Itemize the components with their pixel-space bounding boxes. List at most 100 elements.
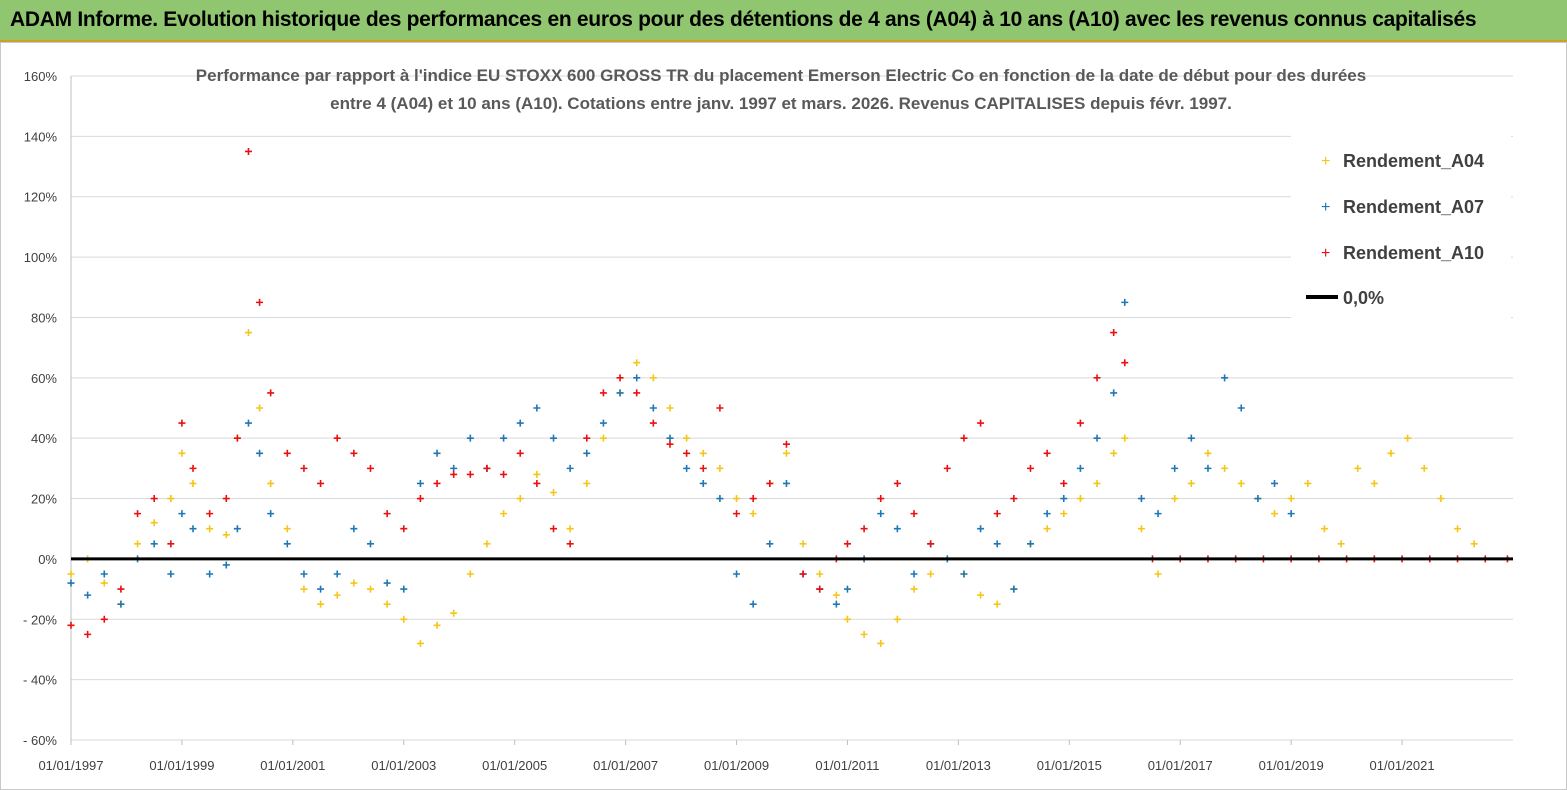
data-point — [1026, 464, 1034, 472]
y-tick-label: 160% — [24, 69, 58, 84]
data-point — [993, 600, 1001, 608]
data-point — [117, 600, 125, 608]
data-point — [910, 585, 918, 593]
data-point — [1237, 404, 1245, 412]
data-point — [960, 570, 968, 578]
data-point — [893, 525, 901, 533]
data-point — [1171, 495, 1179, 503]
y-tick-label: - 60% — [23, 733, 57, 748]
data-point — [134, 540, 142, 548]
data-point — [816, 585, 824, 593]
data-point — [516, 419, 524, 427]
y-tick-label: 20% — [31, 492, 57, 507]
data-point — [927, 570, 935, 578]
performance-scatter-chart: - 60% - 40% - 20% 0% 20% 40% 60% 80% 100% 120% 140… — [23, 66, 1513, 773]
data-point — [333, 570, 341, 578]
data-point — [400, 585, 408, 593]
data-point — [206, 510, 214, 518]
data-point — [416, 639, 424, 647]
data-point — [832, 600, 840, 608]
data-point — [1076, 419, 1084, 427]
data-point — [500, 510, 508, 518]
data-point — [206, 570, 214, 578]
data-point — [683, 434, 691, 442]
data-point — [977, 525, 985, 533]
data-point — [843, 540, 851, 548]
data-point — [267, 510, 275, 518]
data-point — [832, 591, 840, 599]
x-tick-label: 01/01/2021 — [1370, 758, 1435, 773]
x-tick-label: 01/01/2011 — [815, 758, 879, 773]
data-point — [1387, 449, 1395, 457]
data-point — [1454, 525, 1462, 533]
data-point — [67, 621, 75, 629]
data-point — [178, 449, 186, 457]
data-point — [189, 464, 197, 472]
data-point — [1254, 495, 1262, 503]
data-point — [84, 630, 92, 638]
data-point — [1154, 570, 1162, 578]
data-point — [1337, 540, 1345, 548]
data-point — [117, 585, 125, 593]
data-point — [1060, 479, 1068, 487]
data-point — [877, 495, 885, 503]
grid-layer — [71, 75, 1513, 741]
data-point — [466, 570, 474, 578]
data-point — [167, 495, 175, 503]
x-tick-label: 01/01/2015 — [1037, 758, 1102, 773]
data-point — [1043, 449, 1051, 457]
data-point — [400, 615, 408, 623]
data-point — [1110, 329, 1118, 337]
y-tick-label: - 20% — [23, 612, 57, 627]
data-point — [1437, 495, 1445, 503]
data-point — [1137, 525, 1145, 533]
data-point — [533, 404, 541, 412]
data-point — [1420, 464, 1428, 472]
data-point — [366, 585, 374, 593]
data-point — [766, 540, 774, 548]
data-point — [583, 479, 591, 487]
data-point — [749, 495, 757, 503]
data-point — [566, 464, 574, 472]
data-point — [483, 540, 491, 548]
data-point — [366, 464, 374, 472]
chart-title-line-2: entre 4 (A04) et 10 ans (A10). Cotations… — [330, 94, 1232, 113]
data-point — [1304, 479, 1312, 487]
series-rendement_a04 — [67, 329, 1478, 647]
data-point — [599, 389, 607, 397]
data-point — [178, 510, 186, 518]
x-tick-label: 01/01/2007 — [593, 758, 658, 773]
data-point — [1121, 359, 1129, 367]
data-point — [416, 495, 424, 503]
x-tick-label: 01/01/2013 — [926, 758, 991, 773]
data-point — [100, 615, 108, 623]
data-point — [649, 404, 657, 412]
data-point — [366, 540, 374, 548]
data-point — [333, 591, 341, 599]
chart-title-line-1: Performance par rapport à l'indice EU ST… — [196, 66, 1366, 85]
data-point — [1404, 434, 1412, 442]
data-point — [450, 470, 458, 478]
data-point — [1470, 540, 1478, 548]
data-point — [633, 389, 641, 397]
data-point — [500, 470, 508, 478]
data-point — [317, 585, 325, 593]
data-point — [1121, 298, 1129, 306]
data-point — [749, 510, 757, 518]
data-point — [1370, 479, 1378, 487]
data-point — [222, 495, 230, 503]
data-point — [1060, 510, 1068, 518]
data-point — [256, 449, 264, 457]
data-point — [317, 600, 325, 608]
data-point — [350, 449, 358, 457]
data-point — [799, 540, 807, 548]
data-point — [910, 570, 918, 578]
data-point — [178, 419, 186, 427]
data-point — [1043, 510, 1051, 518]
data-point — [1287, 495, 1295, 503]
data-point — [1171, 464, 1179, 472]
data-point — [716, 404, 724, 412]
data-point — [1093, 434, 1101, 442]
data-point — [566, 540, 574, 548]
data-point — [782, 479, 790, 487]
